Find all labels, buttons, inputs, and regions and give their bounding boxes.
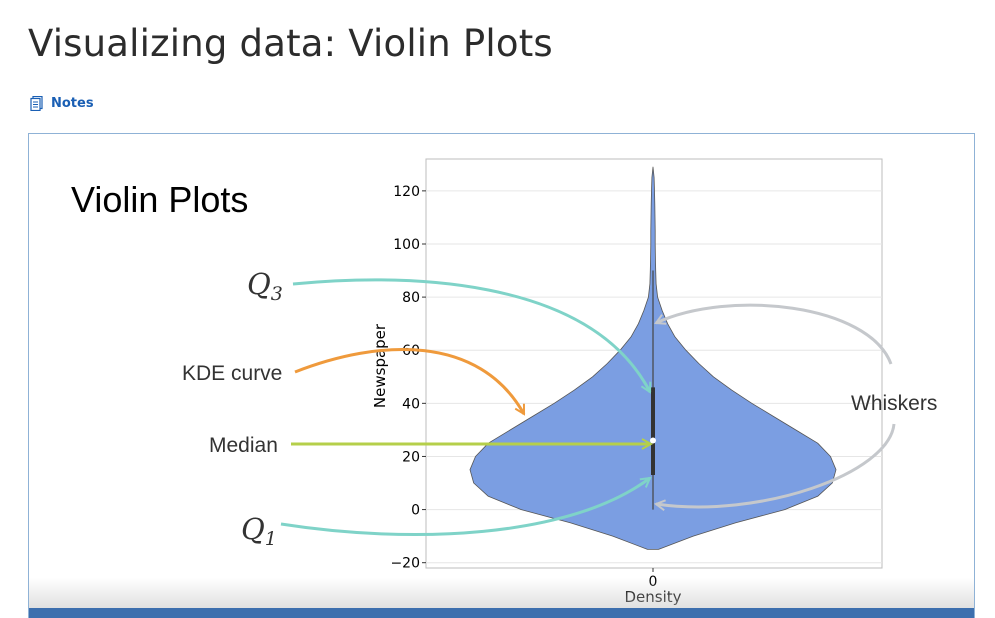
whiskers-label: Whiskers <box>851 392 937 415</box>
video-slide[interactable]: Violin Plots 120 100 80 60 40 20 0 −20 0 Newspa… <box>28 133 975 618</box>
notes-link[interactable]: Notes <box>30 96 94 111</box>
x-axis-label: Density <box>624 588 681 606</box>
y-tick-label: 100 <box>393 237 420 253</box>
y-tick-label: 20 <box>402 449 420 465</box>
violin-chart-slide: Violin Plots 120 100 80 60 40 20 0 −20 0 Newspa… <box>71 158 937 606</box>
y-tick-label: 120 <box>393 184 420 200</box>
y-tick-label: 0 <box>411 503 420 519</box>
y-axis-label: Newspaper <box>371 323 389 408</box>
q3-label: Q3 <box>247 267 283 305</box>
y-tick-label: −20 <box>390 556 420 572</box>
slide-heading: Violin Plots <box>71 179 248 220</box>
q1-label: Q1 <box>241 512 277 550</box>
y-axis-ticks: 120 100 80 60 40 20 0 −20 <box>390 184 426 572</box>
kde-arrow <box>294 347 526 414</box>
y-tick-label: 60 <box>402 343 420 359</box>
x-axis-ticks: 0 <box>649 568 657 590</box>
page-title: Visualizing data: Violin Plots <box>28 22 553 65</box>
median-label: Median <box>209 434 278 457</box>
video-progress-bar[interactable] <box>29 608 974 618</box>
whisker-arrow-lower <box>656 423 896 507</box>
kde-curve-label: KDE curve <box>182 362 282 385</box>
notes-label: Notes <box>51 96 94 111</box>
y-tick-label: 40 <box>402 396 420 412</box>
q1-arrow <box>280 478 650 536</box>
y-tick-label: 80 <box>402 290 420 306</box>
notes-icon <box>30 96 44 111</box>
whisker-arrow-upper <box>656 303 893 365</box>
q3-arrow <box>292 278 652 392</box>
